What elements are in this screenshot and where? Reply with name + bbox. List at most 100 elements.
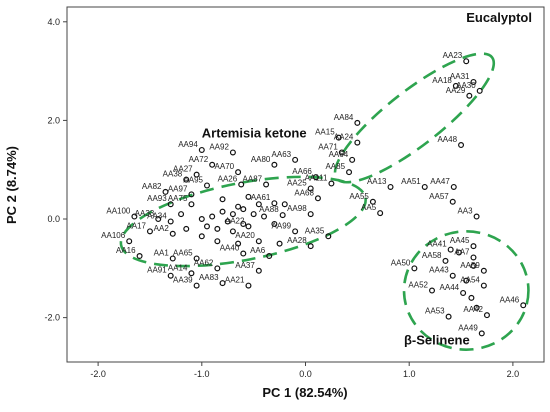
- point-label: AA23: [443, 51, 463, 60]
- data-point: [229, 228, 236, 235]
- data-point: [193, 255, 200, 262]
- point-label: AA71: [318, 142, 338, 151]
- data-point: [183, 176, 190, 183]
- point-label: AA3: [457, 207, 473, 216]
- point-label: AA29: [446, 86, 466, 95]
- data-point: [449, 198, 456, 205]
- point-label: AA31: [450, 72, 470, 81]
- x-tick-label: 2.0: [507, 369, 520, 379]
- data-point: [240, 250, 247, 257]
- point-label: AA92: [209, 142, 229, 151]
- point-label: AA64: [329, 150, 349, 159]
- data-point: [238, 181, 245, 188]
- data-point: [468, 294, 475, 301]
- data-point: [271, 220, 278, 227]
- cluster-label: β-Selinene: [404, 333, 470, 348]
- point-label: AA13: [367, 177, 387, 186]
- data-point: [466, 92, 473, 99]
- point-label: AA65: [173, 248, 193, 257]
- point-label: AA35: [305, 226, 325, 235]
- data-point: [240, 220, 247, 227]
- point-label: AA51: [401, 177, 421, 186]
- data-point: [480, 267, 487, 274]
- cluster-label: Eucalyptol: [466, 10, 532, 25]
- point-label: AA34: [147, 211, 167, 220]
- point-label: AA100: [106, 207, 131, 216]
- point-label: AA48: [437, 135, 457, 144]
- data-point: [292, 156, 299, 163]
- data-points: [126, 58, 527, 337]
- data-point: [235, 203, 242, 210]
- data-point: [169, 230, 176, 237]
- point-label: AA83: [199, 273, 219, 282]
- point-label: AA88: [259, 205, 279, 214]
- point-label: AA55: [349, 192, 369, 201]
- data-point: [478, 330, 485, 337]
- data-point: [235, 240, 242, 247]
- data-point: [188, 270, 195, 277]
- data-point: [354, 139, 361, 146]
- data-point: [463, 58, 470, 65]
- data-point: [470, 254, 477, 261]
- data-point: [279, 212, 286, 219]
- point-label: AA70: [215, 162, 235, 171]
- x-axis-title: PC 1 (82.54%): [262, 385, 347, 400]
- data-point: [480, 282, 487, 289]
- data-point: [255, 267, 262, 274]
- point-label: AA61: [251, 193, 271, 202]
- x-tick-label: -1.0: [194, 369, 210, 379]
- data-point: [245, 223, 252, 230]
- data-point: [455, 249, 462, 256]
- data-point: [411, 265, 418, 272]
- cluster-ellipse: [402, 230, 530, 351]
- data-point: [155, 216, 162, 223]
- data-point: [214, 265, 221, 272]
- data-point: [387, 183, 394, 190]
- data-point: [229, 149, 236, 156]
- point-label: AA38: [163, 170, 183, 179]
- data-point: [245, 193, 252, 200]
- y-tick-label: 0.0: [47, 214, 60, 224]
- data-point: [209, 161, 216, 168]
- data-point: [312, 174, 319, 181]
- point-label: AA47: [430, 177, 450, 186]
- point-label: AA91: [147, 266, 167, 275]
- point-label: AA63: [272, 150, 292, 159]
- data-point: [335, 134, 342, 141]
- point-label: AA39: [173, 276, 193, 285]
- point-label: AA72: [189, 155, 209, 164]
- data-point: [214, 238, 221, 245]
- data-point: [188, 201, 195, 208]
- data-point: [198, 233, 205, 240]
- data-point: [209, 213, 216, 220]
- data-point: [198, 216, 205, 223]
- point-label: AA41: [427, 240, 447, 249]
- plot-area: [66, 6, 545, 363]
- point-label: AA97: [168, 184, 188, 193]
- point-label: AA52: [408, 281, 428, 290]
- data-point: [250, 211, 257, 218]
- data-point: [136, 252, 143, 259]
- point-label: AA54: [460, 276, 480, 285]
- point-label: AA59: [460, 261, 480, 270]
- point-label: AA84: [334, 113, 354, 122]
- data-point: [146, 228, 153, 235]
- data-point: [167, 272, 174, 279]
- data-point: [470, 78, 477, 85]
- data-point: [483, 312, 490, 319]
- data-point: [520, 302, 527, 309]
- point-label: AA50: [391, 258, 411, 267]
- data-point: [276, 240, 283, 247]
- data-point: [203, 182, 210, 189]
- point-label: AA1: [154, 248, 170, 257]
- data-point: [266, 252, 273, 259]
- point-label: AA18: [432, 76, 452, 85]
- y-axis-title: PC 2 (8.74%): [4, 146, 19, 224]
- point-label: AA62: [194, 258, 214, 267]
- cluster-labels: Eucalyptol Artemisia ketone β-Selinene: [202, 10, 532, 348]
- data-point: [463, 277, 470, 284]
- point-label: AA28: [287, 236, 307, 245]
- axis-ticks: -2.0 -1.0 0.0 1.0 2.0 -2.0 0.0 2.0 4.0: [44, 17, 519, 379]
- point-label: AA17: [126, 221, 146, 230]
